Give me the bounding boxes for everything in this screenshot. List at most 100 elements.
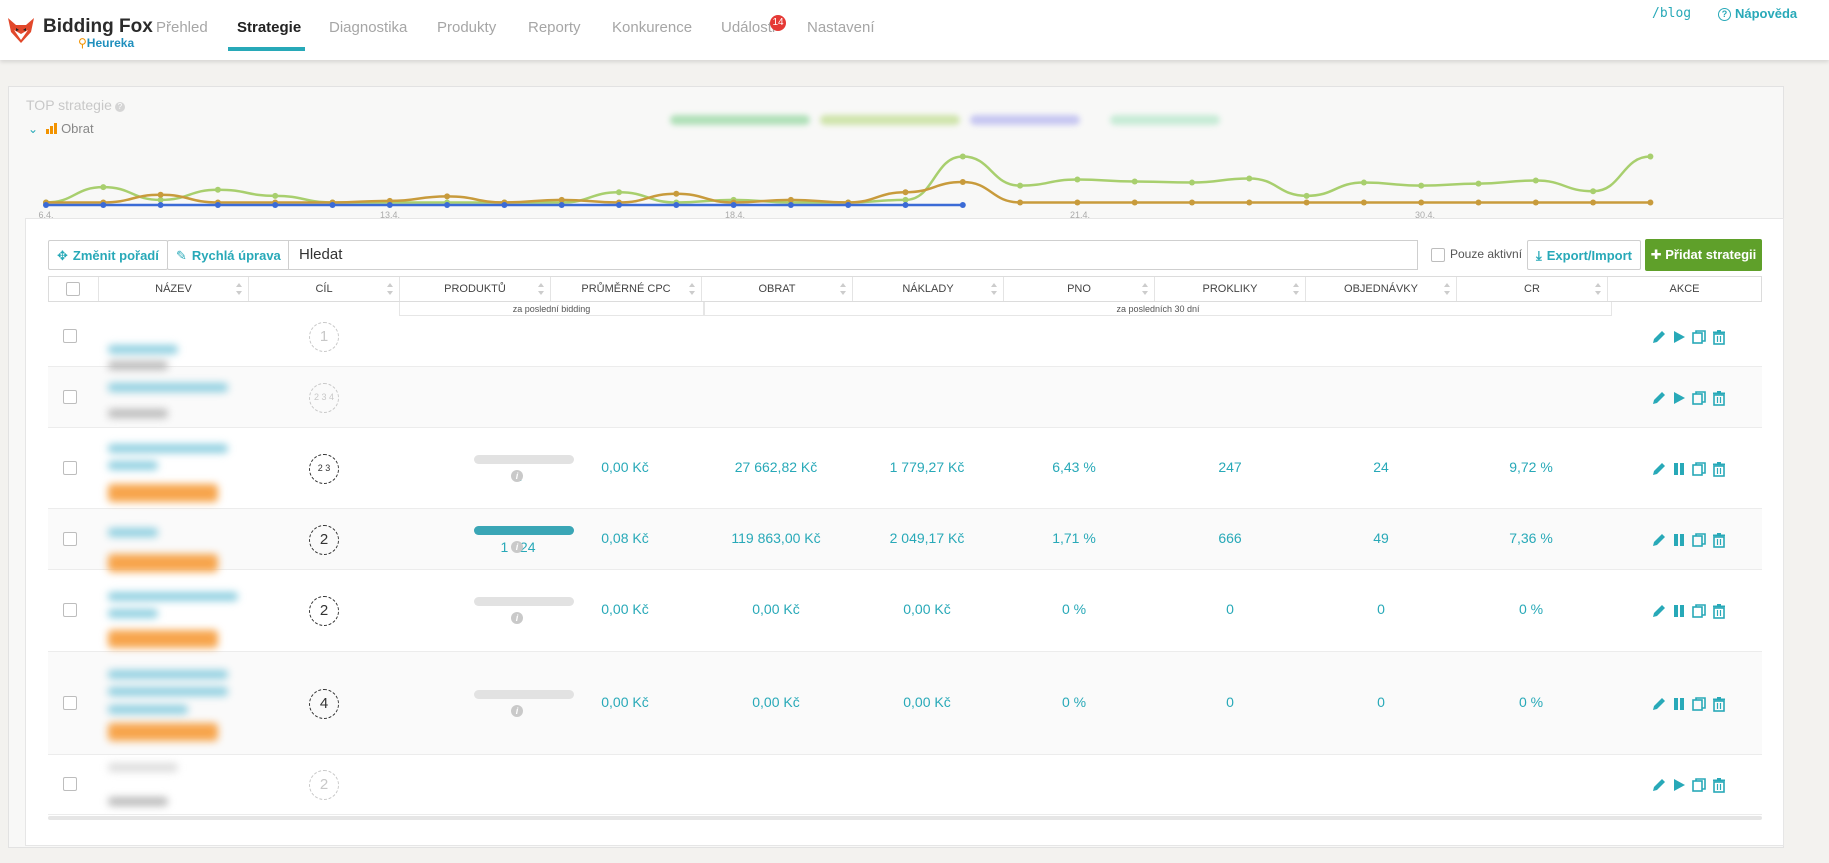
chart-point[interactable] <box>1475 180 1482 187</box>
th-naklady[interactable]: NÁKLADY <box>853 277 1004 301</box>
quick-edit-button[interactable]: ✎ Rychlá úprava <box>167 240 290 270</box>
chart-point[interactable] <box>1246 199 1253 206</box>
chart-point[interactable] <box>902 189 909 196</box>
edit-icon[interactable] <box>1651 777 1667 793</box>
th-cpc[interactable]: PRŮMĚRNÉ CPC <box>551 277 702 301</box>
app-logo[interactable]: Bidding Fox ⚲Heureka <box>6 12 156 52</box>
chart-point[interactable] <box>444 202 451 208</box>
play-icon[interactable] <box>1671 329 1687 345</box>
chart-point[interactable] <box>43 202 49 208</box>
nav-diagnostika[interactable]: Diagnostika <box>329 19 408 36</box>
chart-point[interactable] <box>1303 199 1310 206</box>
info-icon[interactable]: i <box>511 540 523 553</box>
trash-icon[interactable] <box>1711 696 1727 712</box>
chart-point[interactable] <box>1246 175 1253 182</box>
chart-point[interactable] <box>157 202 164 208</box>
chart-point[interactable] <box>1189 179 1195 186</box>
pause-icon[interactable] <box>1671 603 1687 619</box>
blog-link[interactable]: /blog <box>1652 6 1692 21</box>
play-icon[interactable] <box>1671 777 1687 793</box>
nav-strategie[interactable]: Strategie <box>237 19 302 36</box>
table-row[interactable]: 2 <box>48 755 1762 815</box>
chart-point[interactable] <box>1532 177 1539 184</box>
chart-point[interactable] <box>1590 188 1597 195</box>
row-checkbox[interactable] <box>63 777 77 791</box>
chart-point[interactable] <box>616 189 622 196</box>
chart-point[interactable] <box>558 196 565 203</box>
chart-point[interactable] <box>1418 182 1425 189</box>
copy-icon[interactable] <box>1691 329 1707 345</box>
th-produktu[interactable]: PRODUKTŮ <box>400 277 551 301</box>
add-strategy-button[interactable]: ✚ Přidat strategii <box>1645 239 1762 271</box>
th-prokliky[interactable]: PROKLIKY <box>1155 277 1306 301</box>
th-nazev[interactable]: NÁZEV <box>99 277 249 301</box>
table-row[interactable]: 40i0,00 Kč0,00 Kč0,00 Kč0 %000 % <box>48 652 1762 755</box>
chart-point[interactable] <box>673 190 680 197</box>
copy-icon[interactable] <box>1691 777 1707 793</box>
table-row[interactable]: 1 <box>48 306 1762 367</box>
chart-point[interactable] <box>1017 182 1024 189</box>
row-checkbox[interactable] <box>63 460 77 475</box>
chart-point[interactable] <box>214 202 221 208</box>
th-objednavky[interactable]: OBJEDNÁVKY <box>1306 277 1457 301</box>
question-icon[interactable]: ? <box>114 102 125 112</box>
chart-point[interactable] <box>673 202 680 208</box>
chart-point[interactable] <box>100 184 107 191</box>
nav-prehled[interactable]: Přehled <box>156 19 208 36</box>
chart-point[interactable] <box>1647 153 1654 160</box>
nav-produkty[interactable]: Produkty <box>437 19 497 36</box>
chart-point[interactable] <box>845 202 852 208</box>
edit-icon[interactable] <box>1651 329 1667 345</box>
chart-point[interactable] <box>787 196 794 203</box>
table-row[interactable]: 20i0,00 Kč0,00 Kč0,00 Kč0 %000 % <box>48 570 1762 652</box>
chart-point[interactable] <box>558 202 565 208</box>
trash-icon[interactable] <box>1711 532 1727 548</box>
th-cil[interactable]: CÍL <box>249 277 400 301</box>
only-active-checkbox[interactable] <box>1431 248 1445 262</box>
chart-point[interactable] <box>1360 199 1367 206</box>
chart-point[interactable] <box>1131 199 1138 206</box>
trash-icon[interactable] <box>1711 390 1727 406</box>
th-pno[interactable]: PNO <box>1004 277 1155 301</box>
trash-icon[interactable] <box>1711 461 1727 477</box>
th-cr[interactable]: CR <box>1457 277 1608 301</box>
play-icon[interactable] <box>1671 390 1687 406</box>
th-obrat[interactable]: OBRAT <box>702 277 853 301</box>
trash-icon[interactable] <box>1711 329 1727 345</box>
chart-point[interactable] <box>1017 199 1024 206</box>
chart-point[interactable] <box>1590 199 1597 206</box>
chart-point[interactable] <box>329 202 336 208</box>
chart-point[interactable] <box>1532 199 1539 206</box>
copy-icon[interactable] <box>1691 603 1707 619</box>
info-icon[interactable]: i <box>511 704 523 717</box>
chart-point[interactable] <box>444 193 451 200</box>
export-import-button[interactable]: ⤓ Export/Import <box>1527 240 1641 270</box>
chart-point[interactable] <box>1074 176 1081 183</box>
chart-point[interactable] <box>959 202 966 208</box>
search-input[interactable]: Hledat <box>288 240 1418 270</box>
chart-point[interactable] <box>1418 199 1425 206</box>
help-link[interactable]: ? Nápověda <box>1718 6 1797 21</box>
chart-point[interactable] <box>157 191 164 198</box>
chart-point[interactable] <box>1131 178 1138 185</box>
trash-icon[interactable] <box>1711 603 1727 619</box>
select-all-checkbox[interactable] <box>66 282 80 296</box>
row-checkbox[interactable] <box>63 328 77 343</box>
chart-point[interactable] <box>902 196 909 203</box>
edit-icon[interactable] <box>1651 696 1667 712</box>
chart-point[interactable] <box>787 202 794 208</box>
chart-point[interactable] <box>1074 199 1081 206</box>
chart-point[interactable] <box>1647 199 1654 206</box>
info-icon[interactable]: i <box>511 469 523 482</box>
nav-reporty[interactable]: Reporty <box>528 19 581 36</box>
copy-icon[interactable] <box>1691 461 1707 477</box>
row-checkbox[interactable] <box>63 531 77 546</box>
trash-icon[interactable] <box>1711 777 1727 793</box>
chart-point[interactable] <box>157 196 164 203</box>
pause-icon[interactable] <box>1671 461 1687 477</box>
copy-icon[interactable] <box>1691 696 1707 712</box>
chart-point[interactable] <box>386 202 393 208</box>
edit-icon[interactable] <box>1651 390 1667 406</box>
